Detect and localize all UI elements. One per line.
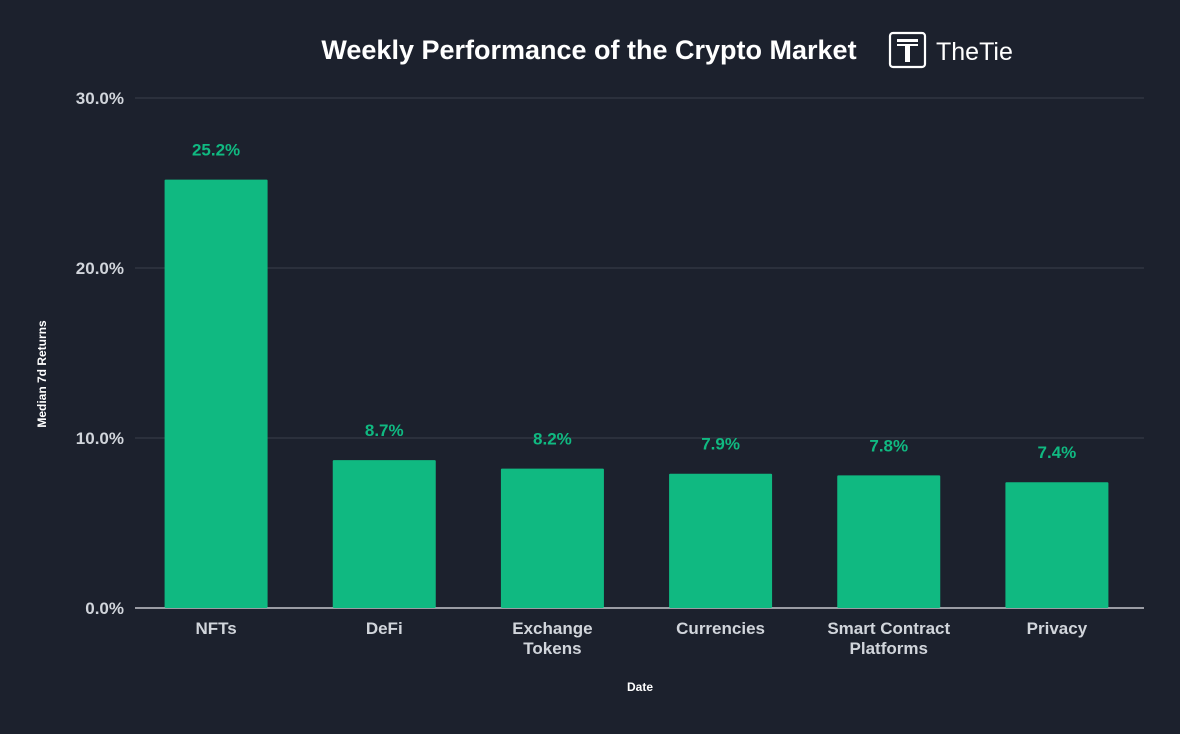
y-axis-ticks: 0.0% 10.0% 20.0% 30.0%	[76, 89, 124, 618]
bar	[164, 179, 268, 608]
x-tick-label: Tokens	[523, 639, 581, 658]
y-axis-title: Median 7d Returns	[35, 320, 49, 428]
x-tick-label: Privacy	[1027, 619, 1088, 638]
y-tick-label: 10.0%	[76, 429, 124, 448]
x-tick-label: Currencies	[676, 619, 765, 638]
x-tick-label: NFTs	[195, 619, 236, 638]
bars	[164, 179, 1109, 608]
x-tick-label: Exchange	[512, 619, 592, 638]
bar-value-label: 8.7%	[365, 421, 404, 440]
x-tick-label: Smart Contract	[827, 619, 950, 638]
bar	[669, 473, 773, 608]
bar-value-label: 7.8%	[869, 436, 908, 455]
bar-value-label: 25.2%	[192, 141, 240, 160]
bar	[332, 460, 436, 608]
bar	[500, 468, 604, 608]
y-tick-label: 30.0%	[76, 89, 124, 108]
grid	[135, 97, 1144, 609]
thetie-logo: TheTie	[888, 31, 1013, 69]
thetie-logo-icon	[888, 31, 927, 69]
thetie-logo-text: TheTie	[936, 38, 1013, 66]
x-axis-title: Date	[627, 680, 653, 694]
bar-value-label: 7.9%	[701, 435, 740, 454]
bar	[837, 475, 941, 608]
bar	[1005, 482, 1109, 608]
y-tick-label: 0.0%	[85, 599, 124, 618]
y-tick-label: 20.0%	[76, 259, 124, 278]
x-tick-label: Platforms	[850, 639, 928, 658]
bar-value-label: 7.4%	[1038, 443, 1077, 462]
chart-title: Weekly Performance of the Crypto Market	[321, 35, 856, 65]
x-tick-label: DeFi	[366, 619, 403, 638]
bar-value-label: 8.2%	[533, 430, 572, 449]
value-labels: 25.2% 8.7% 8.2% 7.9% 7.8% 7.4%	[192, 141, 1076, 463]
